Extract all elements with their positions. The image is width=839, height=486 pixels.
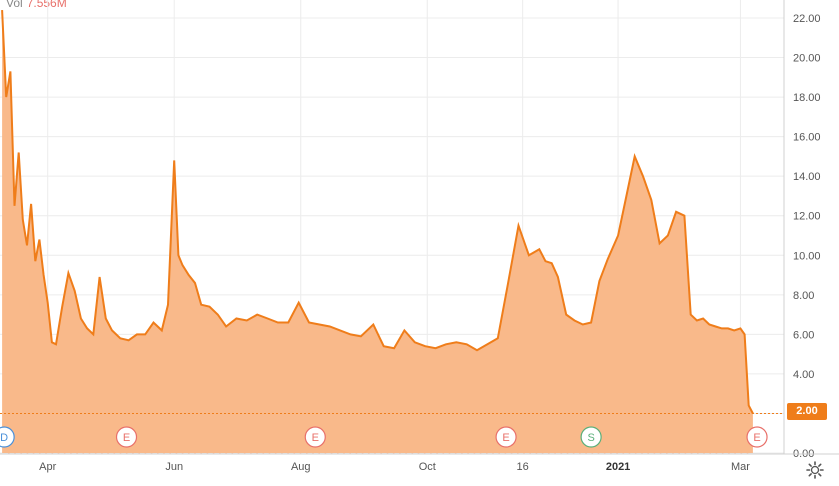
event-marker-earnings[interactable]: E (746, 426, 768, 448)
y-tick-label: 22.00 (793, 13, 821, 25)
last-price-badge: 2.00 (787, 403, 827, 420)
x-tick-label: Oct (419, 461, 436, 473)
event-marker-circle (115, 426, 138, 448)
event-marker-circle (580, 426, 602, 448)
volume-value: 7.556M (26, 0, 67, 10)
y-tick-label: 6.00 (793, 329, 814, 341)
event-marker-split[interactable]: S (580, 426, 602, 448)
y-axis-ticks: 0.002.004.006.008.0010.0012.0014.0016.00… (793, 13, 821, 460)
y-tick-label: 16.00 (793, 132, 821, 144)
event-marker-circle (495, 426, 517, 448)
event-marker-earnings[interactable]: E (304, 426, 326, 448)
x-tick-label: Mar (731, 461, 750, 473)
event-marker-label: E (753, 432, 760, 444)
x-tick-label: 2021 (606, 461, 630, 473)
event-marker-dividend[interactable]: D (0, 426, 15, 448)
gear-icon[interactable] (805, 460, 825, 480)
x-tick-label: Aug (291, 461, 311, 473)
volume-label: Vol 7.556M (6, 0, 67, 10)
y-tick-label: 14.00 (793, 171, 821, 183)
price-line (1, 10, 754, 414)
y-tick-label: 18.00 (793, 92, 821, 104)
event-marker-label: E (502, 432, 509, 444)
event-marker-circle (0, 426, 15, 448)
x-tick-label: Jun (165, 461, 183, 473)
event-marker-label: E (123, 432, 130, 444)
event-marker-earnings[interactable]: E (495, 426, 517, 448)
y-tick-label: 12.00 (793, 211, 821, 223)
event-marker-label: E (312, 432, 319, 444)
event-marker-circle (746, 426, 768, 448)
event-marker-label: S (587, 432, 594, 444)
x-tick-label: Apr (39, 461, 56, 473)
x-axis-ticks: Apr Jun Aug Oct 16 2021 Mar (39, 461, 750, 473)
y-tick-label: 4.00 (793, 369, 814, 381)
x-tick-label: 16 (517, 461, 529, 473)
volume-label-text: Vol (6, 0, 23, 10)
event-marker-label: D (0, 432, 8, 444)
y-tick-label: 20.00 (793, 53, 821, 65)
event-marker-circle (304, 426, 326, 448)
price-area (2, 10, 753, 453)
y-tick-label: 8.00 (793, 290, 814, 302)
event-marker-earnings[interactable]: E (115, 426, 138, 448)
y-tick-label: 10.00 (793, 250, 821, 262)
